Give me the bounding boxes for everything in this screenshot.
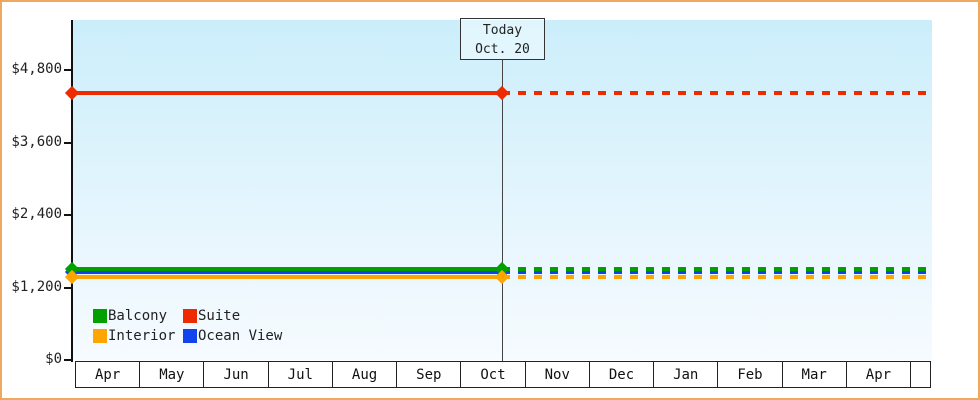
- y-tick-label: $3,600: [11, 133, 62, 150]
- month-cell-jan-9: Jan: [654, 362, 719, 387]
- month-cell-jul-3: Jul: [269, 362, 333, 387]
- y-tick-label: $4,800: [11, 61, 62, 78]
- month-cell-dec-8: Dec: [590, 362, 655, 387]
- price-line-suite-solid: [73, 91, 502, 96]
- legend-item-balcony: Balcony: [93, 308, 183, 324]
- price-line-balcony-solid: [73, 266, 502, 271]
- y-tick: [64, 359, 72, 361]
- today-date: Oct. 20: [475, 42, 530, 57]
- month-cell-mar-11: Mar: [783, 362, 847, 387]
- month-cell-oct-6: Oct: [461, 362, 526, 387]
- today-date-line: [502, 60, 503, 361]
- month-cell-aug-4: Aug: [333, 362, 398, 387]
- legend-label: Balcony: [108, 308, 168, 324]
- today-label: Today: [482, 23, 523, 38]
- legend-swatch-ocean-view: [183, 329, 197, 343]
- month-cell-apr-0: Apr: [76, 362, 141, 387]
- y-tick-label: $2,400: [11, 206, 62, 223]
- y-tick: [64, 214, 72, 217]
- y-tick: [64, 69, 72, 72]
- legend-label: Suite: [198, 308, 241, 324]
- legend-item-ocean-view: Ocean View: [183, 328, 282, 344]
- today-marker-box: Today Oct. 20: [460, 18, 545, 60]
- month-cell-feb-10: Feb: [718, 362, 783, 387]
- price-line-interior-solid: [73, 275, 502, 280]
- price-line-ocean-view-solid: [73, 269, 502, 274]
- legend-label: Interior: [108, 328, 176, 344]
- month-cell-apr-12: Apr: [847, 362, 912, 387]
- legend-swatch-suite: [183, 309, 197, 323]
- legend: Balcony Suite Interior Ocean View: [93, 308, 282, 344]
- price-line-suite-dashed: [502, 91, 932, 96]
- month-cell-empty: [911, 362, 930, 387]
- price-line-ocean-view-dashed: [502, 269, 932, 274]
- legend-swatch-interior: [93, 329, 107, 343]
- y-tick-label: $1,200: [11, 278, 62, 295]
- legend-item-suite: Suite: [183, 308, 282, 324]
- price-line-interior-dashed: [502, 275, 932, 280]
- legend-label: Ocean View: [198, 328, 283, 344]
- y-axis: [71, 20, 73, 362]
- legend-item-interior: Interior: [93, 328, 183, 344]
- month-cell-may-1: May: [140, 362, 205, 387]
- price-line-balcony-dashed: [502, 266, 932, 271]
- y-tick: [64, 141, 72, 144]
- month-cell-sep-5: Sep: [397, 362, 462, 387]
- month-cell-nov-7: Nov: [526, 362, 590, 387]
- x-axis-month-row: Apr May Jun Jul Aug Sep Oct Nov Dec Jan Feb Mar Apr: [75, 361, 931, 388]
- legend-swatch-balcony: [93, 309, 107, 323]
- y-tick-label: $0: [45, 351, 62, 367]
- month-cell-jun-2: Jun: [204, 362, 269, 387]
- y-tick: [64, 286, 72, 289]
